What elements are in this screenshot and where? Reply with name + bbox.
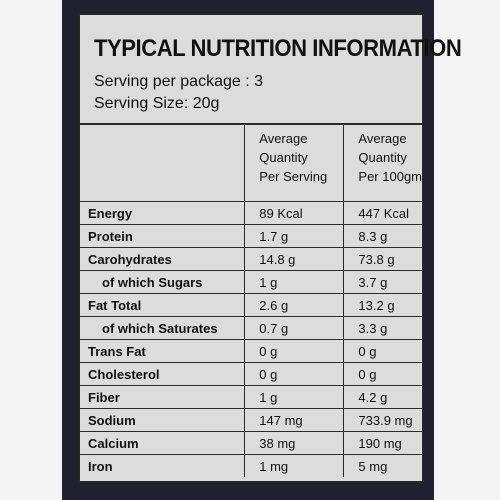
nutrition-table: Average Quantity Per Serving Average Qua…	[80, 123, 422, 477]
per-serving-value: 2.6 g	[244, 293, 344, 317]
header-blank-cell	[80, 123, 245, 202]
nutrient-name: Calcium	[80, 431, 245, 455]
per-100g-value: 8.3 g	[343, 224, 422, 248]
nutrient-name: Protein	[80, 224, 245, 248]
header-per-100g-line: Average	[358, 131, 407, 146]
per-serving-value: 1 mg	[244, 454, 344, 477]
table-row: Protein 1.7 g 8.3 g	[80, 224, 422, 248]
nutrient-name: Carohydrates	[80, 247, 245, 271]
per-100g-value: 4.2 g	[343, 385, 422, 409]
per-serving-value: 1 g	[244, 270, 344, 294]
nutrient-name: Fat Total	[80, 293, 245, 317]
nutrient-name: Fiber	[80, 385, 245, 409]
per-serving-value: 147 mg	[244, 408, 344, 432]
per-100g-value: 5 mg	[343, 454, 422, 477]
nutrient-name: Trans Fat	[80, 339, 245, 363]
per-100g-value: 190 mg	[343, 431, 422, 455]
header-per-100g-line: Quantity	[358, 150, 407, 165]
nutrient-name: Energy	[80, 201, 245, 225]
table-row: Iron 1 mg 5 mg	[80, 454, 422, 477]
per-serving-value: 1 g	[244, 385, 344, 409]
header-per-serving-line: Average	[259, 131, 308, 146]
per-serving-value: 38 mg	[244, 431, 344, 455]
table-row: Fiber 1 g 4.2 g	[80, 385, 422, 409]
per-100g-value: 13.2 g	[343, 293, 422, 317]
table-row: of which Saturates 0.7 g 3.3 g	[80, 316, 422, 340]
table-row: Sodium 147 mg 733.9 mg	[80, 408, 422, 432]
table-row: Calcium 38 mg 190 mg	[80, 431, 422, 455]
per-serving-value: 14.8 g	[244, 247, 344, 271]
nutrient-name: of which Saturates	[80, 316, 245, 340]
per-serving-value: 1.7 g	[244, 224, 344, 248]
table-row: Energy 89 Kcal 447 Kcal	[80, 201, 422, 225]
serving-size: Serving Size: 20g	[94, 95, 220, 112]
per-serving-value: 0 g	[244, 362, 344, 386]
header-per-serving-line: Quantity	[259, 150, 308, 165]
header-per-100g-line: Per 100gm	[358, 169, 422, 184]
nutrient-name: of which Sugars	[80, 270, 245, 294]
per-100g-value: 0 g	[343, 362, 422, 386]
table-row: Carohydrates 14.8 g 73.8 g	[80, 247, 422, 271]
per-100g-value: 447 Kcal	[343, 201, 422, 225]
table-row: Fat Total 2.6 g 13.2 g	[80, 293, 422, 317]
per-serving-value: 0.7 g	[244, 316, 344, 340]
header-per-serving-line: Per Serving	[259, 169, 328, 184]
per-100g-value: 0 g	[343, 339, 422, 363]
nutrient-name: Sodium	[80, 408, 245, 432]
nutrient-name: Cholesterol	[80, 362, 245, 386]
per-100g-value: 73.8 g	[343, 247, 422, 271]
per-serving-value: 89 Kcal	[244, 201, 344, 225]
table-row: of which Sugars 1 g 3.7 g	[80, 270, 422, 294]
header-per-serving: Average Quantity Per Serving	[244, 123, 344, 202]
per-100g-value: 3.3 g	[343, 316, 422, 340]
per-100g-value: 733.9 mg	[343, 408, 422, 432]
servings-per-package: Serving per package : 3	[94, 73, 263, 90]
per-100g-value: 3.7 g	[343, 270, 422, 294]
nutrient-name: Iron	[80, 454, 245, 477]
label-title: TYPICAL NUTRITION INFORMATION	[94, 35, 462, 62]
per-serving-value: 0 g	[244, 339, 344, 363]
table-header-row: Average Quantity Per Serving Average Qua…	[80, 123, 422, 202]
nutrition-label-panel: TYPICAL NUTRITION INFORMATION Serving pe…	[79, 14, 462, 482]
header-per-100g: Average Quantity Per 100gm	[343, 123, 422, 202]
